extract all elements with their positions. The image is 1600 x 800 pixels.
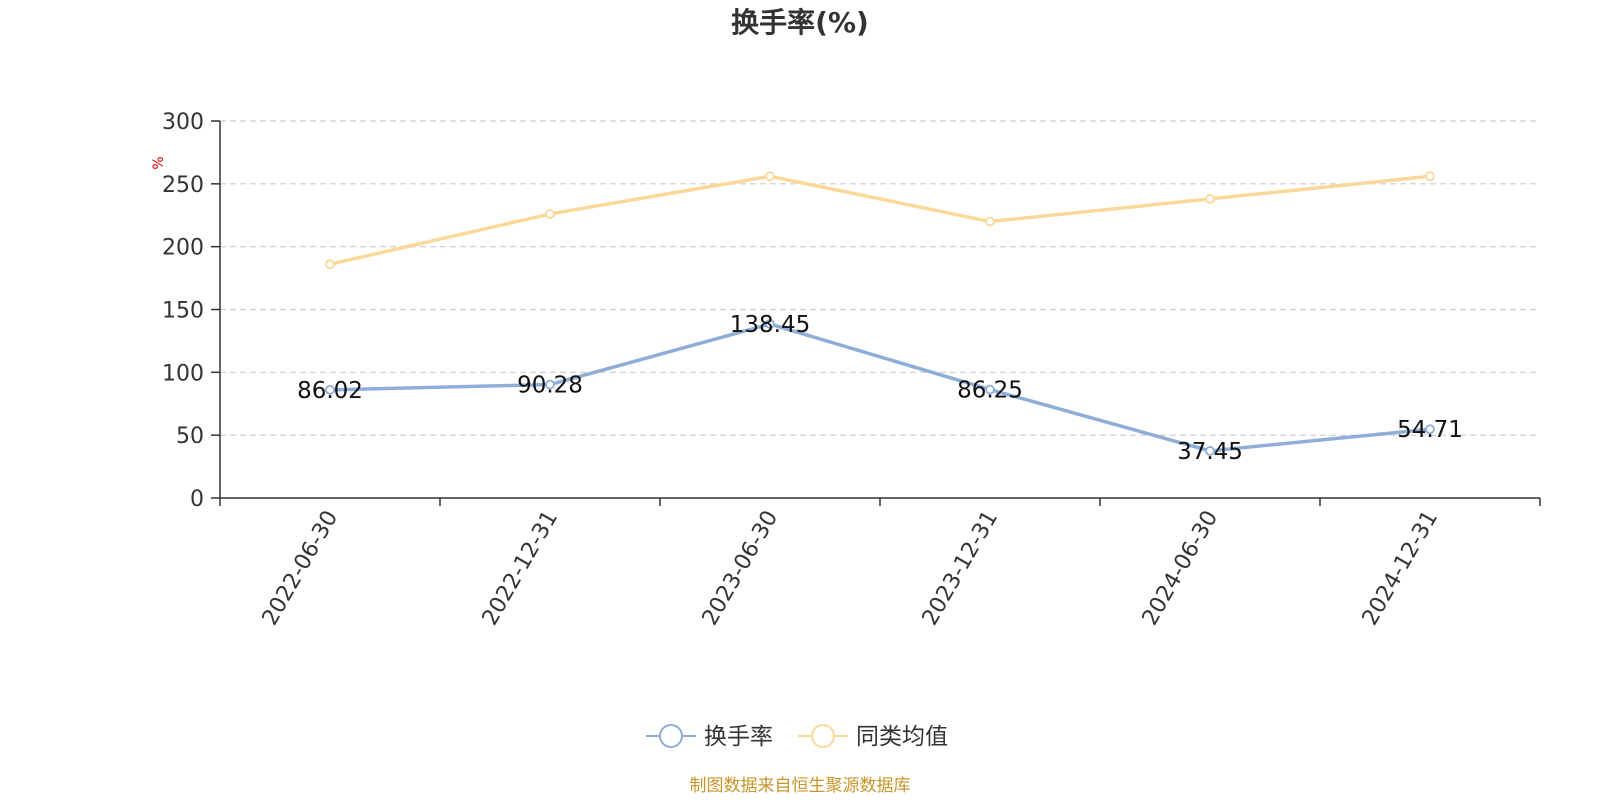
legend-marker-icon (659, 724, 683, 748)
data-label: 37.45 (1177, 439, 1243, 465)
grid-layer (220, 120, 1540, 436)
y-tick-label: 0 (190, 487, 204, 512)
x-tick-label: 2022-12-31 (478, 507, 564, 630)
y-tick-label: 300 (162, 110, 204, 135)
data-point (1205, 194, 1215, 204)
data-label-layer: 86.02 90.28 138.45 86.25 37.45 54.71 (297, 312, 1463, 465)
data-point (985, 216, 995, 227)
x-tick-label: 2023-12-31 (918, 507, 1004, 630)
y-tick-label: 150 (162, 299, 204, 324)
legend[interactable]: 换手率 同类均值 (646, 724, 948, 750)
y-tick-label: 50 (176, 424, 204, 449)
chart-title: 换手率(%) (731, 6, 869, 39)
y-tick-label: 250 (162, 173, 204, 198)
data-label: 54.71 (1397, 417, 1463, 443)
series-line-peer-average (329, 174, 1431, 266)
source-note: 制图数据来自恒生聚源数据库 (690, 776, 911, 796)
data-point (985, 384, 995, 395)
legend-item-turnover[interactable]: 换手率 (646, 724, 773, 750)
y-tick-label: 200 (162, 236, 204, 261)
x-tick-label: 2024-06-30 (1138, 507, 1224, 630)
y-tick-label: 100 (162, 361, 204, 386)
data-point (765, 171, 775, 182)
data-point (325, 259, 335, 270)
x-tick-label: 2022-06-30 (258, 507, 344, 630)
data-label: 86.25 (957, 378, 1023, 404)
data-point (765, 319, 775, 329)
data-point (1425, 424, 1435, 435)
data-point (545, 379, 555, 390)
data-point (545, 209, 555, 219)
legend-label: 换手率 (704, 724, 773, 750)
legend-label: 同类均值 (856, 724, 948, 750)
series-layer (325, 171, 1435, 456)
data-point (1205, 446, 1215, 456)
data-label: 90.28 (517, 373, 583, 399)
data-label: 86.02 (297, 378, 363, 404)
x-tick-label: 2023-06-30 (698, 507, 784, 630)
y-axis-unit-label: % (151, 156, 167, 169)
data-label: 138.45 (730, 312, 810, 338)
data-point (325, 385, 335, 395)
legend-marker-icon (811, 724, 835, 748)
x-tick-label: 2024-12-31 (1358, 507, 1444, 630)
data-point (1425, 171, 1435, 182)
legend-item-peer-average[interactable]: 同类均值 (798, 724, 948, 750)
series-line-turnover (329, 322, 1431, 453)
